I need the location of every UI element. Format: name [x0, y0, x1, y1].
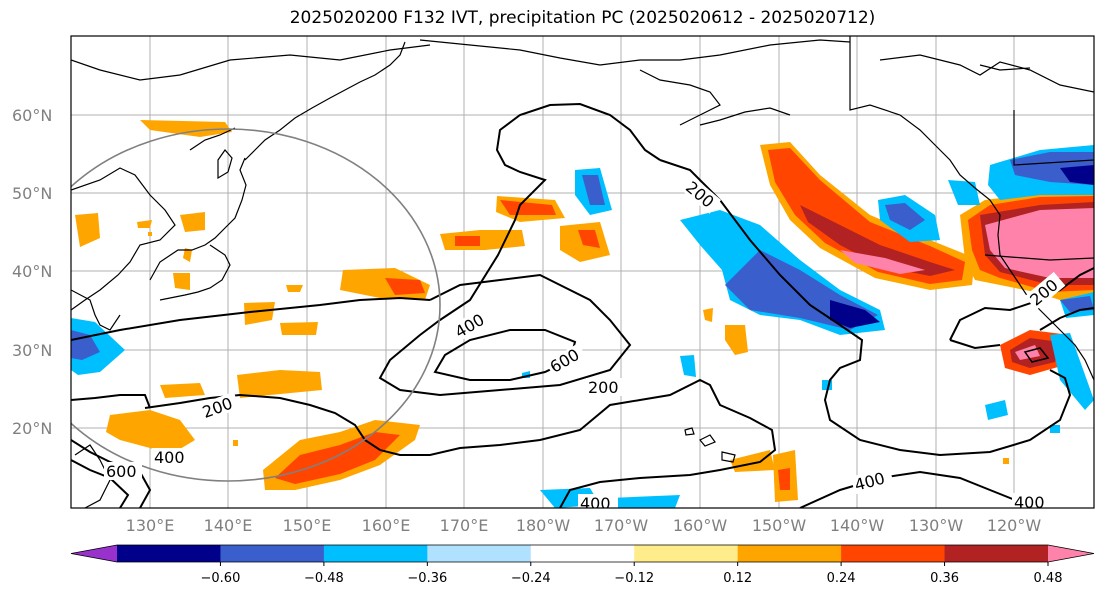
colorbar-segment: [427, 545, 532, 562]
region-circle: [71, 128, 441, 482]
colorbar-extend-high: [1048, 545, 1094, 562]
contour-label: 400: [1014, 493, 1045, 512]
colorbar-segment: [323, 545, 428, 562]
colorbar-segment: [841, 545, 946, 562]
coastlines: [71, 36, 1094, 508]
lon-label: 150°E: [283, 516, 332, 535]
lon-label: 170°W: [594, 516, 649, 535]
colorbar-outline: [70, 544, 1095, 563]
colorbar-tick-label: −0.24: [511, 571, 551, 586]
colorbar-tick-label: 0.24: [827, 571, 856, 586]
colorbar-segment: [220, 545, 325, 562]
colorbar-segment: [634, 545, 739, 562]
colorbar-segment: [944, 545, 1049, 562]
lat-label: 50°N: [12, 184, 52, 203]
lon-label: 170°E: [440, 516, 489, 535]
colorbar-extend-low: [71, 545, 117, 562]
lat-label: 40°N: [12, 262, 52, 281]
lon-label: 130°E: [126, 516, 175, 535]
lon-label: 180°W: [516, 516, 571, 535]
contour-label: 400: [580, 494, 611, 513]
latitude-labels: 60°N 50°N 40°N 30°N 20°N: [12, 106, 52, 438]
colorbar-tick-label: −0.48: [304, 571, 344, 586]
contour-label: 200: [588, 378, 619, 397]
lon-label: 150°W: [752, 516, 807, 535]
colorbar-tick-label: −0.60: [201, 571, 241, 586]
lat-label: 30°N: [12, 341, 52, 360]
colorbar-tick-label: 0.36: [930, 571, 959, 586]
lon-label: 160°W: [673, 516, 728, 535]
contour-label: 400: [154, 448, 185, 467]
colorbar-tick-label: 0.12: [723, 571, 752, 586]
colorbar-tick-label: −0.12: [614, 571, 654, 586]
lon-label: 160°E: [362, 516, 411, 535]
precip-negative-shading: [71, 145, 1094, 508]
longitude-labels: 130°E 140°E 150°E 160°E 170°E 180°W 170°…: [126, 516, 1042, 535]
plot-title: 2025020200 F132 IVT, precipitation PC (2…: [289, 8, 876, 28]
colorbar-segment: [117, 545, 221, 562]
colorbar-segment: [530, 545, 635, 562]
colorbar-tick-label: 0.48: [1034, 571, 1063, 586]
map-frame: [70, 35, 1095, 509]
lon-label: 120°W: [987, 516, 1042, 535]
lon-label: 140°E: [204, 516, 253, 535]
lat-label: 20°N: [12, 419, 52, 438]
lon-label: 130°W: [909, 516, 964, 535]
contour-label-group: 200 400 600 200 200 400 600 400 400 400 …: [104, 175, 1066, 513]
lat-label: 60°N: [12, 106, 52, 125]
colorbar-segment: [737, 545, 842, 562]
contour-label: 600: [106, 462, 137, 481]
colorbar: −0.60 −0.48 −0.36 −0.24 −0.12 0.12 0.24 0.36 0.4…: [70, 544, 1095, 586]
colorbar-tick-label: −0.36: [407, 571, 447, 586]
lon-label: 140°W: [830, 516, 885, 535]
